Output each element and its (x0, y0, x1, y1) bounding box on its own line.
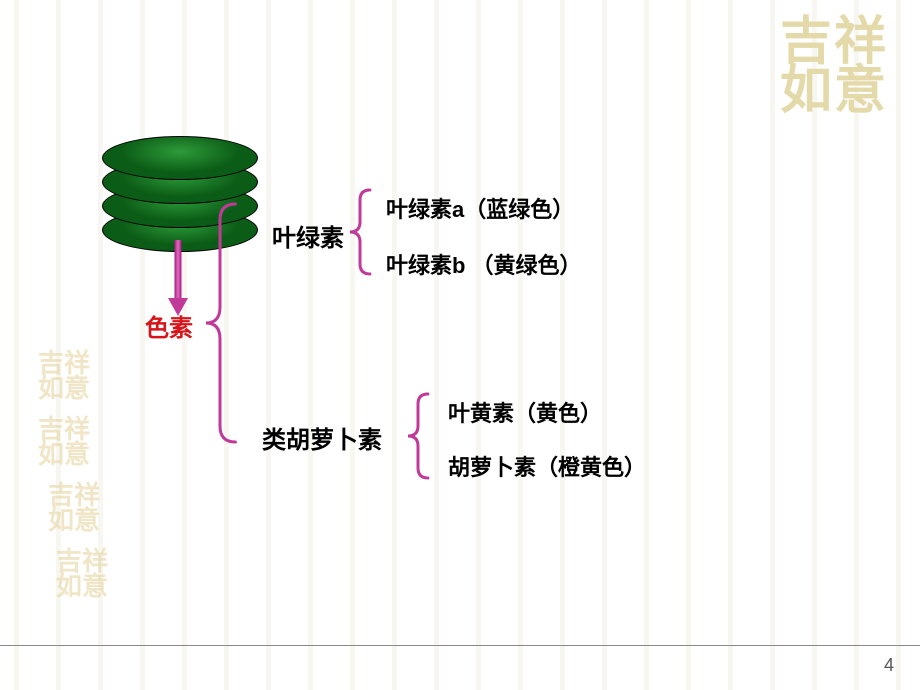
lutein-label: 叶黄素（黄色） (448, 396, 602, 428)
chlorophyll-brace (348, 186, 380, 278)
chlorophyll-b-label: 叶绿素b （黄绿色） (386, 248, 582, 280)
main-brace (204, 200, 250, 446)
bottom-divider (0, 645, 920, 646)
carotene-label: 胡萝卜素（橙黄色） (448, 450, 646, 482)
carotenoid-label: 类胡萝卜素 (262, 420, 382, 455)
chlorophyll-label: 叶绿素 (272, 218, 344, 253)
corner-seal-decor: 吉祥 如意 (780, 18, 888, 117)
chlorophyll-a-label: 叶绿素a（蓝绿色） (386, 192, 574, 224)
page-number: 4 (884, 655, 894, 676)
arrow-down-icon (168, 240, 188, 316)
carotenoid-brace (406, 390, 438, 482)
root-label: 色素 (145, 308, 193, 343)
